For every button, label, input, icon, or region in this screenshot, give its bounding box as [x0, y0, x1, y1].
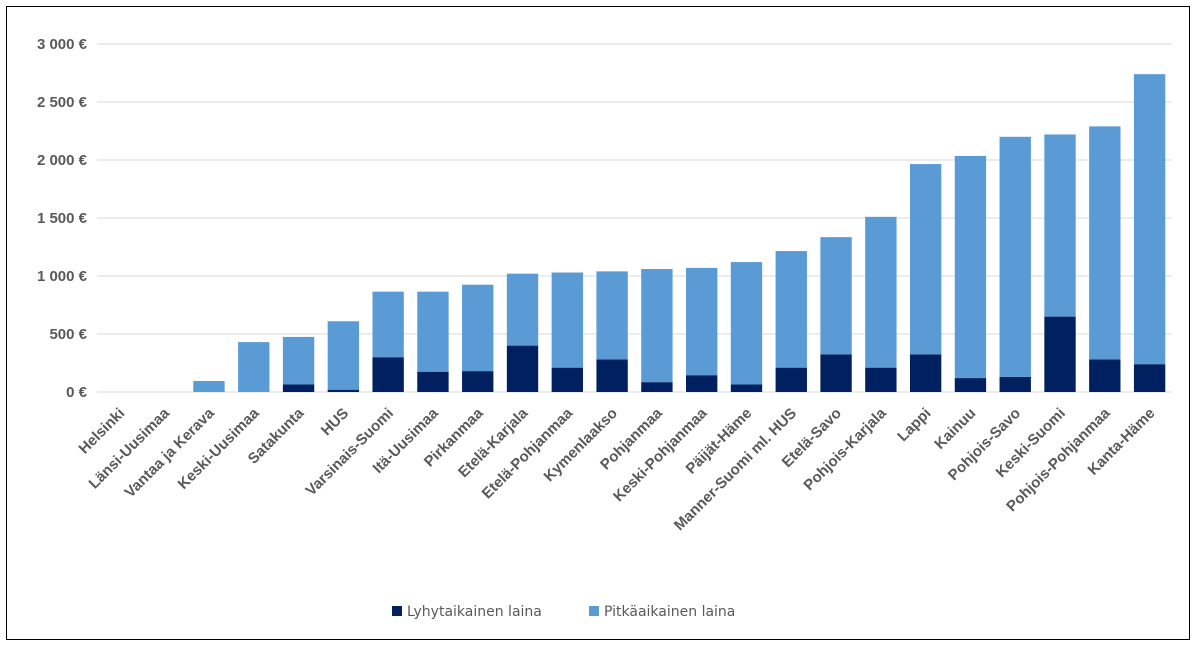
bar-pitkaaikainen: [909, 164, 942, 355]
bar-pitkaaikainen: [462, 284, 494, 372]
y-tick-label: 1 000 €: [37, 268, 88, 285]
bar-lyhytaikainen: [686, 375, 718, 392]
bar-pitkaaikainen: [238, 342, 270, 392]
bar-pitkaaikainen: [193, 380, 225, 392]
bar-pitkaaikainen: [999, 136, 1031, 377]
bars: [193, 74, 1166, 392]
bar-pitkaaikainen: [865, 216, 897, 368]
bar-lyhytaikainen: [1044, 316, 1076, 392]
bar-lyhytaikainen: [372, 357, 404, 392]
legend-label: Lyhytaikainen laina: [407, 604, 542, 620]
legend-swatch: [589, 606, 599, 616]
y-axis-tick-labels: 0 € 500 € 1 000 € 1 500 € 2 000 € 2 500 € 3 00…: [37, 36, 88, 401]
bar-pitkaaikainen: [551, 272, 583, 368]
bar-pitkaaikainen: [1089, 126, 1121, 360]
bar-lyhytaikainen: [954, 378, 987, 392]
y-tick-label: 1 500 €: [37, 210, 88, 227]
bar-pitkaaikainen: [327, 321, 360, 390]
y-tick-label: 2 500 €: [37, 94, 88, 111]
y-tick-label: 2 000 €: [37, 152, 88, 169]
bar-lyhytaikainen: [820, 354, 852, 392]
chart-frame: 0 € 500 € 1 000 € 1 500 € 2 000 € 2 500 € 3 00…: [6, 6, 1190, 640]
bar-pitkaaikainen: [1133, 74, 1166, 365]
y-tick-label: 3 000 €: [37, 36, 88, 53]
x-tick-label: Lappi: [894, 405, 934, 445]
bar-lyhytaikainen: [417, 371, 449, 392]
x-tick-label: Keski-Uusimaa: [175, 404, 264, 493]
bar-lyhytaikainen: [1089, 359, 1121, 392]
y-tick-label: 500 €: [49, 326, 87, 343]
bar-lyhytaikainen: [909, 354, 942, 392]
bar-pitkaaikainen: [641, 269, 673, 383]
bar-pitkaaikainen: [686, 267, 718, 376]
bar-pitkaaikainen: [1044, 134, 1076, 317]
bar-pitkaaikainen: [775, 251, 807, 368]
legend-label: Pitkäaikainen laina: [604, 604, 735, 620]
gridlines: [97, 43, 1172, 393]
x-tick-label: HUS: [318, 405, 352, 439]
bar-lyhytaikainen: [999, 376, 1031, 392]
x-tick-label: Länsi-Uusimaa: [86, 404, 174, 492]
x-tick-label: Pohjois-Karjala: [800, 404, 890, 494]
bar-lyhytaikainen: [462, 371, 494, 392]
bar-lyhytaikainen: [641, 382, 673, 392]
bar-pitkaaikainen: [282, 336, 315, 385]
bar-lyhytaikainen: [551, 367, 583, 392]
bar-lyhytaikainen: [865, 367, 897, 392]
bar-lyhytaikainen: [506, 345, 539, 392]
bar-pitkaaikainen: [820, 237, 852, 355]
bar-pitkaaikainen: [372, 291, 404, 358]
legend: Lyhytaikainen laina Pitkäaikainen laina: [392, 604, 735, 620]
legend-swatch: [392, 606, 402, 616]
bar-lyhytaikainen: [327, 389, 360, 392]
y-tick-label: 0 €: [66, 384, 88, 401]
bar-lyhytaikainen: [730, 384, 763, 392]
bar-lyhytaikainen: [775, 367, 807, 392]
bar-lyhytaikainen: [282, 384, 315, 392]
bar-lyhytaikainen: [596, 359, 628, 392]
bar-pitkaaikainen: [417, 291, 449, 372]
bar-pitkaaikainen: [506, 273, 539, 346]
bar-lyhytaikainen: [1133, 364, 1166, 392]
stacked-bar-chart: 0 € 500 € 1 000 € 1 500 € 2 000 € 2 500 € 3 00…: [37, 36, 1172, 620]
bar-pitkaaikainen: [954, 155, 987, 379]
bar-pitkaaikainen: [730, 262, 763, 385]
bar-pitkaaikainen: [596, 271, 628, 360]
